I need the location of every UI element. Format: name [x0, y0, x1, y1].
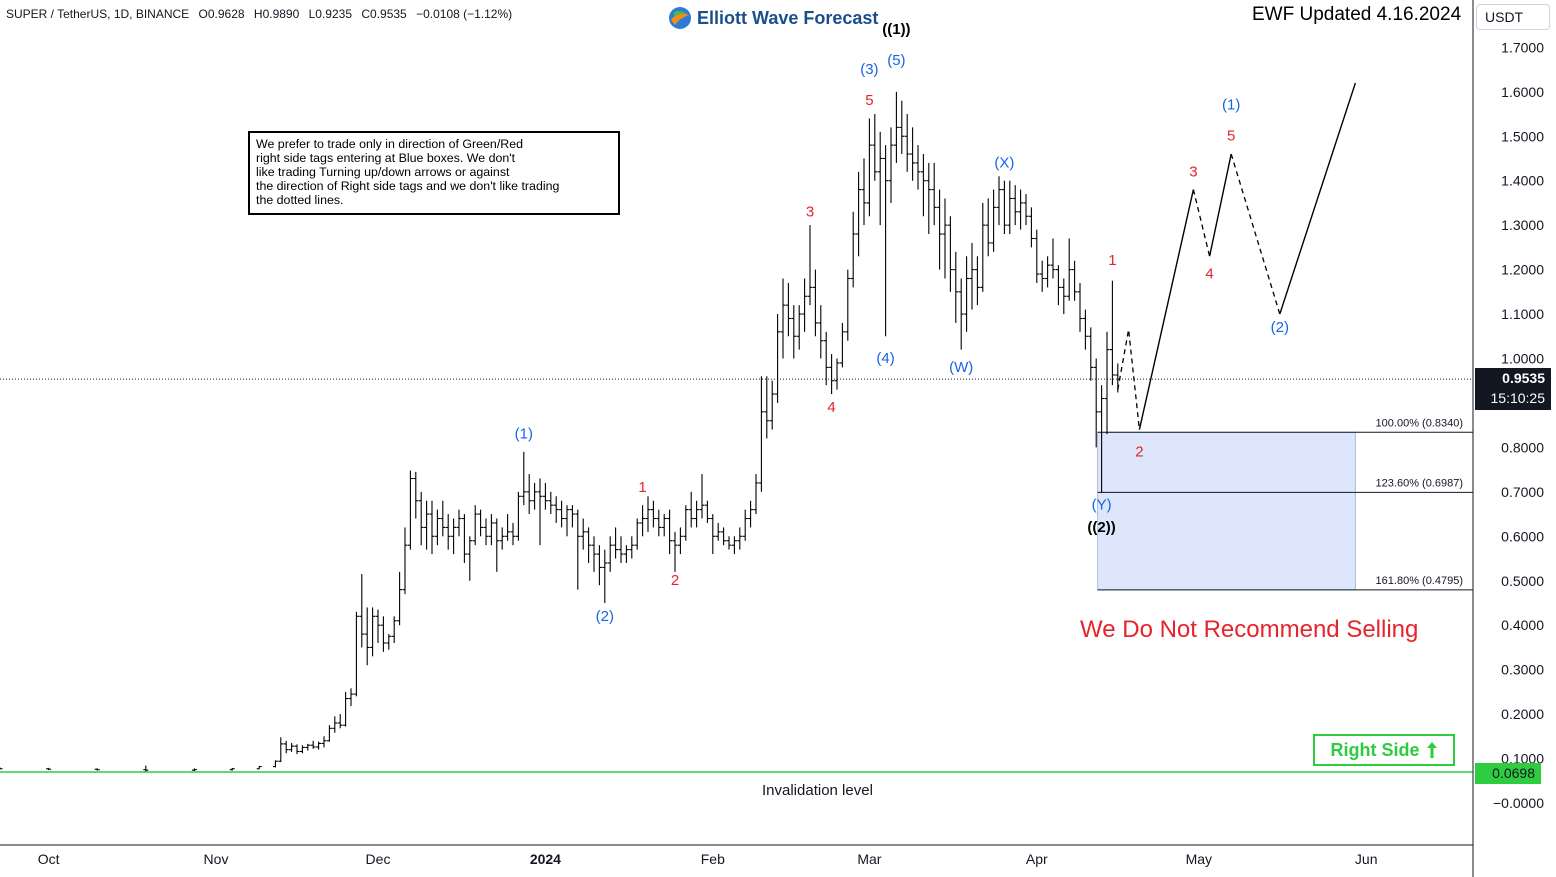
low-value: L0.9235 [308, 7, 353, 21]
open-value: O0.9628 [198, 7, 245, 21]
wave-label: (W) [949, 359, 973, 376]
price-tick-label: 1.0000 [1501, 351, 1544, 367]
price-tick-label: 1.4000 [1501, 173, 1544, 189]
close-value: C0.9535 [361, 7, 407, 21]
wave-label: (3) [860, 61, 878, 78]
price-tick-label: 1.7000 [1501, 39, 1544, 55]
warning-text: We Do Not Recommend Selling [1080, 616, 1419, 643]
updated-date: EWF Updated 4.16.2024 [1252, 4, 1462, 25]
currency-selector[interactable]: USDT [1476, 4, 1550, 30]
time-tick-label: Nov [204, 851, 229, 867]
price-tick-label: −0.0000 [1493, 795, 1544, 811]
wave-label: (4) [876, 350, 894, 367]
note-line: like trading Turning up/down arrows or a… [256, 165, 510, 179]
wave-label: ((2)) [1087, 519, 1115, 536]
projection-path-dashed [1117, 329, 1141, 430]
fib-level-label: 123.60% (0.6987) [1376, 477, 1463, 489]
wave-label: 2 [671, 572, 679, 589]
invalidation-price-badge: 0.0698 [1475, 763, 1541, 784]
note-line: right side tags entering at Blue boxes. … [256, 151, 516, 165]
wave-label: 5 [865, 92, 873, 109]
wave-label: (1) [1222, 97, 1240, 114]
wave-label: (2) [1271, 319, 1289, 336]
target-blue-box [1097, 431, 1356, 591]
fib-level-label: 161.80% (0.4795) [1376, 575, 1463, 587]
wave-label: 1 [638, 479, 646, 496]
right-side-label: Right Side [1330, 739, 1420, 760]
change-value: −0.0108 (−1.12%) [416, 7, 513, 21]
wave-label: ((1)) [882, 21, 910, 38]
price-tick-label: 0.1000 [1501, 751, 1544, 767]
brand-name: Elliott Wave Forecast [697, 7, 879, 28]
wave-label: (2) [596, 608, 614, 625]
note-line: the direction of Right side tags and we … [256, 179, 560, 193]
price-tick-label: 0.2000 [1501, 706, 1544, 722]
wave-label: (X) [994, 154, 1014, 171]
wave-label: 3 [1189, 163, 1197, 180]
globe-icon [669, 7, 691, 29]
invalidation-label: Invalidation level [762, 782, 873, 799]
price-tick-label: 0.7000 [1501, 484, 1544, 500]
price-tick-label: 1.5000 [1501, 128, 1544, 144]
price-tick-label: 1.6000 [1501, 84, 1544, 100]
projection-path-solid [1138, 189, 1195, 430]
symbol-title[interactable]: SUPER / TetherUS, 1D, BINANCE [6, 7, 190, 21]
wave-label: 3 [806, 203, 814, 220]
wave-label: 4 [1205, 265, 1213, 282]
brand-logo[interactable]: Elliott Wave Forecast [668, 4, 878, 32]
trading-note: We prefer to trade only in direction of … [248, 131, 620, 215]
right-side-tag[interactable]: Right Side [1313, 734, 1455, 766]
price-tick-label: 1.1000 [1501, 306, 1544, 322]
time-tick-label: May [1186, 851, 1212, 867]
price-tick-label: 0.5000 [1501, 573, 1544, 589]
note-line: the dotted lines. [256, 193, 344, 207]
wave-label: 2 [1135, 443, 1143, 460]
projection-path-solid [1279, 82, 1357, 315]
time-tick-label: Mar [857, 851, 881, 867]
price-tick-label: 0.8000 [1501, 439, 1544, 455]
symbol-info: SUPER / TetherUS, 1D, BINANCE O0.9628 H0… [6, 7, 512, 21]
time-tick-label: Oct [38, 851, 60, 867]
wave-label: 4 [827, 399, 835, 416]
wave-label: 1 [1108, 252, 1116, 269]
projection-path-dashed [1230, 153, 1281, 315]
time-tick-label: Apr [1026, 851, 1048, 867]
wave-label: (1) [515, 426, 533, 443]
price-tick-label: 1.3000 [1501, 217, 1544, 233]
note-line: We prefer to trade only in direction of … [256, 137, 523, 151]
time-tick-label: 2024 [530, 851, 561, 867]
last-price-badge: 0.9535 15:10:25 [1475, 368, 1551, 410]
wave-label: 5 [1227, 128, 1235, 145]
fib-level-label: 100.00% (0.8340) [1376, 417, 1463, 429]
wave-label: (5) [887, 52, 905, 69]
bar-countdown: 15:10:25 [1490, 390, 1546, 406]
time-tick-label: Dec [366, 851, 391, 867]
time-tick-label: Jun [1355, 851, 1378, 867]
wave-label: (Y) [1092, 497, 1112, 514]
price-tick-label: 1.2000 [1501, 262, 1544, 278]
price-tick-label: 0.6000 [1501, 528, 1544, 544]
price-tick-label: 0.3000 [1501, 662, 1544, 678]
high-value: H0.9890 [253, 7, 300, 21]
projection-path-solid [1208, 153, 1232, 257]
projection-path-dashed [1192, 189, 1211, 257]
price-tick-label: 0.4000 [1501, 617, 1544, 633]
last-price: 0.9535 [1502, 370, 1545, 386]
time-tick-label: Feb [701, 851, 725, 867]
arrow-up-icon [1426, 742, 1437, 758]
